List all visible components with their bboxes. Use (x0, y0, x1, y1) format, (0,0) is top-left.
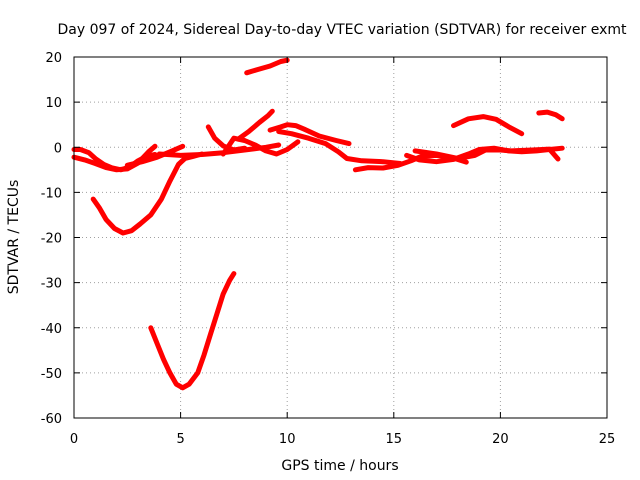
x-tick-label: 15 (386, 432, 403, 447)
series-track-3 (90, 151, 205, 236)
x-tick-label: 25 (599, 432, 616, 447)
series-track-4 (148, 271, 237, 391)
grid (74, 57, 607, 418)
series-track-5 (124, 143, 186, 168)
y-tick-label: 0 (54, 141, 62, 156)
chart-title: Day 097 of 2024, Sidereal Day-to-day VTE… (58, 22, 628, 38)
series-track-8 (220, 135, 301, 157)
y-tick-label: 10 (45, 96, 62, 111)
x-axis-label: GPS time / hours (281, 458, 398, 474)
plot-frame (73, 56, 608, 419)
axis-ticks: 0 5 10 15 20 25 -60 -50 -40 -30 -20 -10 0 10 20 (41, 51, 616, 447)
series-track-16 (451, 114, 525, 137)
x-tick-label: 0 (70, 432, 78, 447)
series-track-2 (71, 143, 158, 173)
y-tick-label: -50 (41, 367, 62, 382)
y-tick-label: -30 (41, 277, 62, 292)
x-tick-label: 10 (279, 432, 296, 447)
y-tick-label: -40 (41, 322, 62, 337)
y-tick-label: -20 (41, 232, 62, 247)
series-track-17 (536, 109, 565, 122)
series-track-15 (412, 146, 561, 162)
series-track-9 (235, 108, 275, 142)
series-track-7 (205, 124, 248, 153)
y-axis-label: SDTVAR / TECUs (6, 180, 22, 295)
x-tick-label: 5 (176, 432, 184, 447)
series-group (71, 57, 565, 391)
series-track-12 (276, 129, 403, 166)
x-tick-label: 20 (492, 432, 509, 447)
series-track-10 (244, 57, 290, 76)
y-tick-label: 20 (45, 51, 62, 66)
series-track-11 (267, 122, 352, 147)
y-tick-label: -60 (41, 412, 62, 427)
y-tick-label: -10 (41, 186, 62, 201)
